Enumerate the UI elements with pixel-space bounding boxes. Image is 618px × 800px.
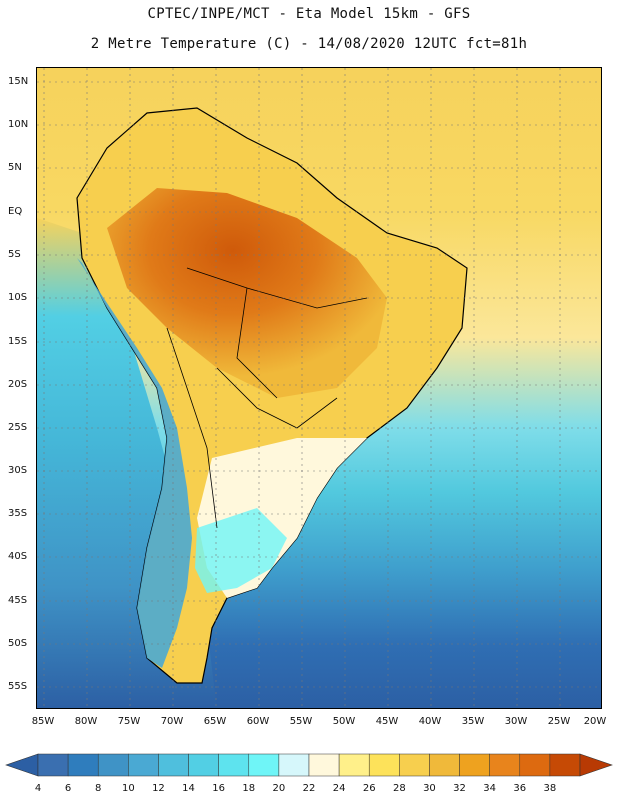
lat-label-eq: EQ: [8, 206, 23, 217]
colorbar-swatch: [37, 753, 69, 777]
lon-label-75w: 75W: [117, 716, 141, 727]
lat-label-5n: 5N: [8, 162, 22, 173]
colorbar-swatch: [429, 753, 460, 777]
map-subtitle: 2 Metre Temperature (C) - 14/08/2020 12U…: [90, 36, 528, 52]
colorbar-label: 10: [121, 783, 135, 794]
colorbar-label: 34: [483, 783, 497, 794]
colorbar-swatch: [128, 753, 159, 777]
colorbar-swatch: [218, 753, 250, 777]
colorbar-swatch: [519, 753, 551, 777]
colorbar-swatch: [459, 753, 490, 777]
country-borders: [166, 267, 368, 529]
colorbar-below-arrow: [5, 753, 39, 777]
lat-label-15n: 15N: [8, 76, 29, 87]
colorbar-label: 4: [34, 783, 42, 794]
lon-label-45w: 45W: [375, 716, 399, 727]
colorbar-swatch: [188, 753, 219, 777]
colorbar-label: 8: [95, 783, 102, 794]
andes-cold-strip: [77, 258, 192, 668]
colorbar-swatch: [399, 753, 430, 777]
colorbar-swatch: [308, 753, 340, 777]
colorbar-label: 6: [64, 783, 72, 794]
lat-lon-grid: [37, 68, 601, 708]
colorbar-label: 18: [242, 783, 256, 794]
colorbar-label: 24: [332, 783, 346, 794]
lon-label-55w: 55W: [289, 716, 313, 727]
lat-label-50s: 50S: [8, 638, 28, 649]
colorbar-label: 28: [392, 783, 406, 794]
lon-label-25w: 25W: [547, 716, 571, 727]
colorbar-label: 36: [513, 783, 527, 794]
colorbar-swatch: [67, 753, 99, 777]
lon-label-30w: 30W: [504, 716, 528, 727]
colorbar-swatch: [97, 753, 129, 777]
lat-label-30s: 30S: [8, 465, 28, 476]
lat-label-35s: 35S: [8, 508, 28, 519]
lat-label-40s: 40S: [8, 551, 28, 562]
colorbar-swatch: [248, 753, 280, 777]
patagonia-cool-zone: [195, 508, 287, 593]
lat-label-15s: 15S: [8, 336, 28, 347]
colorbar-swatch: [338, 753, 370, 777]
colorbar-swatch: [549, 753, 581, 777]
lat-label-25s: 25S: [8, 422, 28, 433]
lat-label-20s: 20S: [8, 379, 28, 390]
lon-label-50w: 50W: [332, 716, 356, 727]
lon-label-65w: 65W: [203, 716, 227, 727]
colorbar-swatch: [278, 753, 310, 777]
map-title: CPTEC/INPE/MCT - Eta Model 15km - GFS: [147, 6, 471, 22]
lat-label-10n: 10N: [8, 119, 29, 130]
lon-label-20w: 20W: [583, 716, 607, 727]
lon-label-70w: 70W: [160, 716, 184, 727]
lon-label-60w: 60W: [246, 716, 270, 727]
amazon-hot-zone: [107, 188, 387, 398]
lon-label-85w: 85W: [31, 716, 55, 727]
lon-label-40w: 40W: [418, 716, 442, 727]
colorbar-label: 30: [423, 783, 436, 794]
colorbar-label: 26: [362, 783, 376, 794]
temperature-colorbar: [5, 753, 613, 777]
temperature-field: [37, 68, 601, 708]
lat-label-5s: 5S: [8, 249, 21, 260]
colorbar-label: 14: [182, 783, 195, 794]
lon-label-35w: 35W: [461, 716, 485, 727]
colorbar-label: 12: [152, 783, 165, 794]
colorbar-label: 22: [302, 783, 316, 794]
colorbar-swatch: [368, 753, 400, 777]
colorbar-label: 32: [453, 783, 466, 794]
colorbar-label: 38: [543, 783, 557, 794]
colorbar-label: 16: [212, 783, 226, 794]
colorbar-label: 20: [272, 783, 286, 794]
colorbar-swatch: [489, 753, 521, 777]
temperature-map: [36, 67, 602, 709]
lat-label-45s: 45S: [8, 595, 28, 606]
lat-label-55s: 55S: [8, 681, 28, 692]
colorbar-above-arrow: [579, 753, 613, 777]
colorbar-swatch: [158, 753, 189, 777]
lon-label-80w: 80W: [74, 716, 98, 727]
lat-label-10s: 10S: [8, 292, 28, 303]
